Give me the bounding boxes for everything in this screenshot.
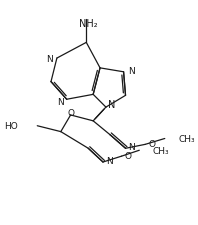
Text: O: O [67, 109, 74, 118]
Text: NH₂: NH₂ [79, 19, 98, 29]
Text: N: N [129, 142, 135, 151]
Text: N: N [108, 100, 115, 110]
Text: CH₃: CH₃ [153, 146, 170, 155]
Text: N: N [129, 67, 135, 76]
Text: N: N [106, 156, 113, 165]
Text: O: O [125, 151, 131, 160]
Text: N: N [46, 54, 53, 63]
Text: HO: HO [4, 122, 18, 131]
Text: CH₃: CH₃ [179, 134, 195, 143]
Text: O: O [148, 139, 155, 148]
Text: N: N [57, 97, 64, 106]
